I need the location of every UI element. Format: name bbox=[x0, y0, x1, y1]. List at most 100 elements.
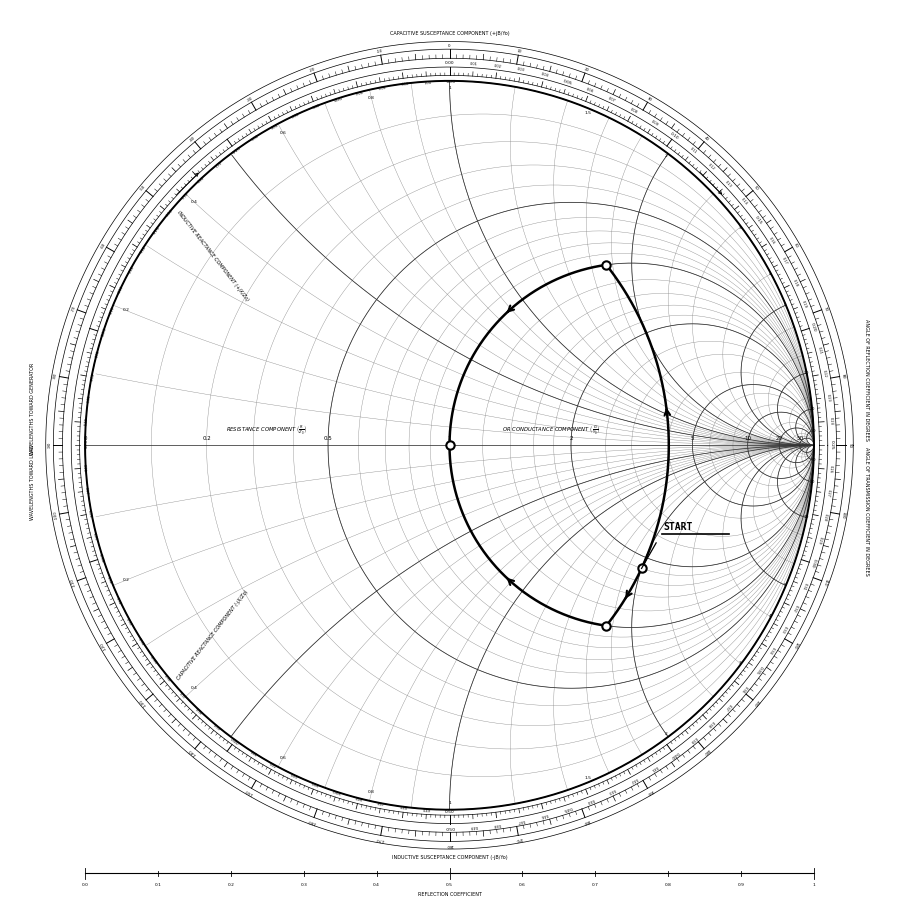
Text: 0.12: 0.12 bbox=[194, 174, 203, 182]
Text: 0.48: 0.48 bbox=[399, 806, 408, 811]
Text: 0.14: 0.14 bbox=[740, 197, 748, 206]
Text: 0.46: 0.46 bbox=[540, 813, 548, 818]
Text: 0.37: 0.37 bbox=[178, 692, 187, 701]
Text: 0.05: 0.05 bbox=[562, 79, 573, 85]
Text: 10: 10 bbox=[804, 516, 809, 519]
Text: 80: 80 bbox=[841, 373, 846, 379]
Text: 0.49: 0.49 bbox=[469, 824, 477, 829]
Text: -40: -40 bbox=[189, 135, 196, 143]
Text: 0.04: 0.04 bbox=[540, 73, 548, 78]
Text: -130: -130 bbox=[138, 698, 147, 707]
Text: 0.06: 0.06 bbox=[310, 101, 319, 108]
Text: CAPACITIVE SUSCEPTANCE COMPONENT (+jB/Yo): CAPACITIVE SUSCEPTANCE COMPONENT (+jB/Yo… bbox=[389, 31, 510, 36]
Text: 0.32: 0.32 bbox=[792, 604, 798, 613]
Text: CAPACITIVE REACTANCE COMPONENT (-jX/Zo): CAPACITIVE REACTANCE COMPONENT (-jX/Zo) bbox=[176, 589, 249, 681]
Text: 20: 20 bbox=[776, 436, 783, 440]
Text: 0.49: 0.49 bbox=[423, 808, 431, 813]
Text: 0.11: 0.11 bbox=[689, 147, 698, 155]
Text: 0.19: 0.19 bbox=[801, 300, 808, 309]
Text: 10: 10 bbox=[804, 371, 809, 375]
Text: WAVELENGTHS TOWARD LOAD: WAVELENGTHS TOWARD LOAD bbox=[31, 444, 35, 519]
Text: 0.28: 0.28 bbox=[822, 512, 827, 521]
Text: 0.1: 0.1 bbox=[155, 883, 162, 886]
Text: 0.31: 0.31 bbox=[106, 576, 112, 585]
Text: -70: -70 bbox=[71, 305, 76, 312]
Text: 0.24: 0.24 bbox=[82, 418, 86, 426]
Text: 170: 170 bbox=[515, 836, 523, 841]
Text: 10: 10 bbox=[516, 49, 521, 54]
Text: 0.8: 0.8 bbox=[368, 790, 375, 794]
Text: 0.22: 0.22 bbox=[822, 370, 827, 378]
Text: 0.10: 0.10 bbox=[229, 144, 239, 153]
Text: 2: 2 bbox=[665, 154, 668, 158]
Text: -60: -60 bbox=[100, 241, 107, 249]
Text: 0.20: 0.20 bbox=[809, 322, 816, 333]
Text: 0.2: 0.2 bbox=[122, 579, 129, 582]
Text: 40: 40 bbox=[703, 136, 709, 143]
Text: 110: 110 bbox=[822, 578, 828, 587]
Text: 1: 1 bbox=[449, 800, 451, 805]
Text: 0.50: 0.50 bbox=[445, 809, 454, 814]
Text: 0.35: 0.35 bbox=[148, 656, 157, 666]
Text: 0.16: 0.16 bbox=[137, 245, 144, 254]
Text: ANGLE OF REFLECTION COEFFICIENT IN DEGREES: ANGLE OF REFLECTION COEFFICIENT IN DEGRE… bbox=[864, 318, 868, 440]
Text: 0.43: 0.43 bbox=[289, 773, 298, 780]
Text: 1: 1 bbox=[813, 883, 815, 886]
Text: 0.09: 0.09 bbox=[650, 119, 659, 126]
Text: 20: 20 bbox=[809, 407, 814, 411]
Text: 0.17: 0.17 bbox=[780, 257, 788, 266]
Text: 140: 140 bbox=[702, 747, 710, 755]
Text: 0.35: 0.35 bbox=[754, 665, 763, 675]
Text: 0.25: 0.25 bbox=[830, 440, 833, 450]
Text: 20: 20 bbox=[583, 67, 589, 73]
Text: -120: -120 bbox=[99, 640, 107, 650]
Text: 0.38: 0.38 bbox=[707, 719, 716, 727]
Text: 0.03: 0.03 bbox=[517, 67, 525, 73]
Text: 0.29: 0.29 bbox=[816, 536, 823, 544]
Text: 0.14: 0.14 bbox=[164, 207, 172, 216]
Text: 0.6: 0.6 bbox=[280, 755, 287, 760]
Text: 4: 4 bbox=[769, 614, 771, 618]
Text: 0.08: 0.08 bbox=[269, 121, 278, 128]
Text: 50: 50 bbox=[811, 429, 816, 432]
Text: 0.18: 0.18 bbox=[792, 278, 798, 287]
Text: 0.21: 0.21 bbox=[816, 346, 823, 354]
Text: 0.2: 0.2 bbox=[122, 309, 129, 312]
Text: -150: -150 bbox=[245, 788, 254, 796]
Text: 0.30: 0.30 bbox=[98, 553, 104, 563]
Text: -170: -170 bbox=[376, 836, 385, 841]
Text: 0.28: 0.28 bbox=[87, 509, 93, 518]
Text: 0.02: 0.02 bbox=[494, 64, 502, 69]
Text: 0.8: 0.8 bbox=[664, 883, 672, 886]
Text: 0.40: 0.40 bbox=[229, 737, 239, 746]
Text: 0.31: 0.31 bbox=[801, 581, 808, 590]
Text: 0.42: 0.42 bbox=[629, 776, 638, 784]
Text: 0.26: 0.26 bbox=[82, 465, 86, 473]
Text: INDUCTIVE REACTANCE COMPONENT (+jX/Zo): INDUCTIVE REACTANCE COMPONENT (+jX/Zo) bbox=[176, 210, 249, 302]
Text: -160: -160 bbox=[308, 817, 317, 824]
Text: -140: -140 bbox=[188, 747, 197, 756]
Text: 0.33: 0.33 bbox=[780, 625, 788, 633]
Text: 0.33: 0.33 bbox=[125, 617, 132, 626]
Text: 5: 5 bbox=[784, 583, 787, 588]
Text: 180: 180 bbox=[446, 843, 453, 847]
Text: 50: 50 bbox=[797, 436, 803, 440]
Text: 0.18: 0.18 bbox=[115, 285, 121, 293]
Text: 0.36: 0.36 bbox=[164, 675, 172, 683]
Text: 0.6: 0.6 bbox=[519, 883, 526, 886]
Text: 0.08: 0.08 bbox=[629, 107, 638, 114]
Text: 0.50: 0.50 bbox=[445, 825, 454, 829]
Text: 0.48: 0.48 bbox=[494, 822, 502, 827]
Text: 4: 4 bbox=[769, 272, 771, 276]
Text: -10: -10 bbox=[377, 49, 384, 54]
Text: 1: 1 bbox=[449, 86, 451, 90]
Text: 120: 120 bbox=[792, 641, 799, 649]
Text: 3: 3 bbox=[738, 661, 742, 665]
Text: 160: 160 bbox=[582, 818, 591, 824]
Text: -100: -100 bbox=[53, 510, 58, 519]
Text: -30: -30 bbox=[245, 96, 254, 102]
Text: 0.12: 0.12 bbox=[707, 162, 716, 171]
Text: 0.2: 0.2 bbox=[202, 436, 211, 440]
Text: 0.27: 0.27 bbox=[826, 489, 831, 497]
Text: 0.47: 0.47 bbox=[377, 802, 385, 808]
